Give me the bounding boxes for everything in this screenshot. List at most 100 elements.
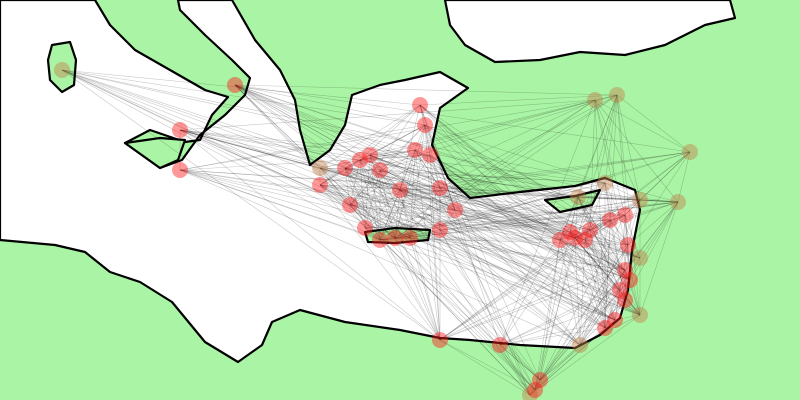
route	[594, 99, 641, 316]
route	[574, 201, 679, 239]
route	[604, 182, 631, 281]
route	[319, 159, 361, 169]
route	[399, 189, 441, 341]
route	[534, 319, 616, 391]
route	[499, 327, 606, 346]
route	[424, 124, 456, 211]
route	[179, 129, 641, 259]
route	[234, 84, 618, 96]
route	[414, 149, 536, 391]
route	[439, 187, 641, 259]
route	[539, 344, 581, 381]
site-major	[532, 372, 548, 388]
route	[604, 257, 641, 329]
route	[399, 189, 679, 203]
route	[604, 299, 626, 329]
route	[529, 379, 541, 396]
route	[399, 189, 441, 231]
route	[429, 154, 441, 231]
route	[394, 237, 536, 391]
route	[414, 149, 631, 281]
route	[319, 104, 421, 169]
route	[359, 159, 366, 229]
route	[499, 344, 541, 381]
route	[639, 201, 679, 316]
route	[584, 239, 629, 246]
route	[589, 229, 641, 259]
route	[379, 237, 396, 241]
route	[234, 84, 371, 156]
route	[394, 199, 641, 239]
site-major	[342, 197, 358, 213]
route	[414, 149, 456, 211]
route	[534, 196, 579, 391]
route	[627, 151, 691, 246]
route	[179, 129, 621, 291]
mediterranean-sea	[0, 0, 642, 364]
route	[574, 229, 591, 239]
route	[414, 149, 591, 231]
route	[364, 209, 456, 229]
site-major	[617, 262, 633, 278]
route	[639, 201, 679, 259]
route	[369, 99, 596, 156]
route	[369, 154, 626, 271]
route	[394, 151, 691, 239]
route	[424, 124, 441, 341]
route	[349, 189, 401, 206]
route	[379, 196, 579, 241]
route	[584, 239, 606, 329]
route	[394, 182, 606, 239]
route	[359, 159, 396, 239]
route	[179, 129, 606, 184]
route	[439, 199, 641, 341]
route	[439, 209, 456, 231]
route	[319, 167, 441, 189]
route	[569, 231, 641, 316]
route	[439, 187, 581, 346]
route	[624, 199, 641, 216]
route	[61, 69, 411, 239]
site-major	[362, 147, 378, 163]
route	[609, 219, 626, 301]
route	[399, 149, 416, 191]
route	[319, 167, 351, 206]
route	[344, 124, 426, 169]
route	[529, 344, 581, 396]
route	[534, 244, 629, 391]
route	[319, 154, 371, 186]
site-major	[612, 282, 628, 298]
route	[624, 199, 641, 301]
route	[234, 84, 576, 239]
route	[604, 94, 618, 184]
route	[579, 289, 621, 346]
route	[414, 124, 426, 151]
route	[344, 167, 441, 231]
site-major	[432, 332, 448, 348]
route	[624, 214, 641, 259]
route	[399, 104, 421, 191]
route	[569, 201, 679, 233]
route	[439, 229, 536, 391]
route	[604, 289, 621, 329]
route	[414, 149, 641, 259]
route	[349, 124, 426, 206]
route	[369, 154, 586, 241]
route	[344, 149, 416, 169]
site-major	[172, 122, 188, 138]
route	[61, 69, 346, 169]
route	[589, 229, 631, 281]
route	[569, 199, 641, 233]
route	[539, 237, 576, 381]
route	[394, 237, 629, 246]
route	[61, 69, 426, 126]
route	[394, 124, 426, 239]
route	[349, 151, 691, 206]
route	[234, 84, 626, 216]
site-minor	[632, 250, 648, 266]
route	[594, 99, 626, 216]
route	[349, 204, 626, 301]
route	[394, 219, 611, 239]
route	[499, 279, 631, 346]
route	[349, 204, 641, 259]
